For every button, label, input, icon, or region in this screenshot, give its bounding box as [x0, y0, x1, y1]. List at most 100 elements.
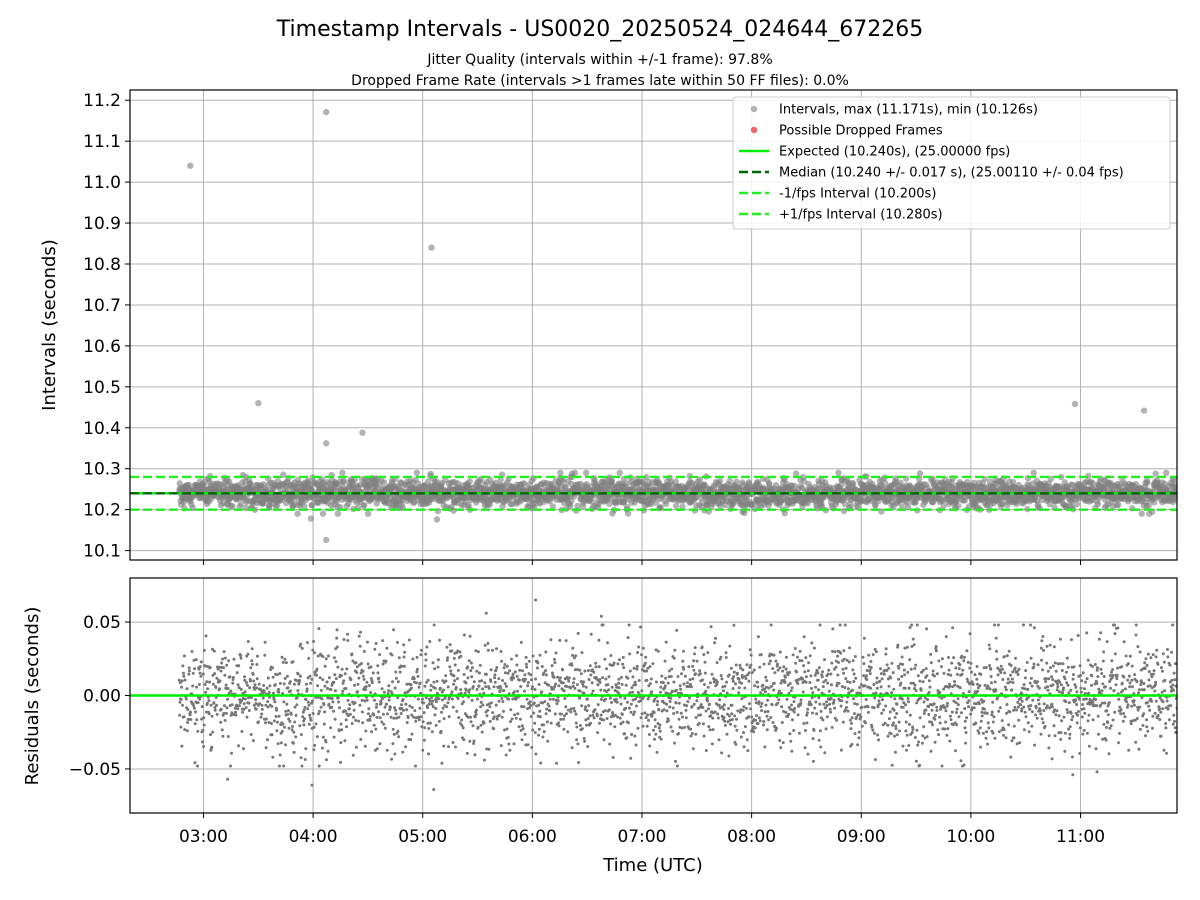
- data-point: [334, 510, 342, 517]
- data-point: [456, 668, 460, 672]
- data-point: [674, 688, 678, 692]
- data-point: [598, 680, 602, 684]
- data-point: [497, 677, 501, 681]
- data-point: [401, 708, 405, 712]
- data-point: [679, 687, 683, 691]
- data-point: [513, 713, 517, 717]
- data-point: [669, 725, 673, 729]
- data-point: [710, 742, 714, 746]
- data-point: [485, 714, 489, 718]
- data-point: [592, 716, 596, 720]
- data-point: [430, 730, 434, 734]
- data-point: [720, 751, 724, 755]
- data-point: [672, 478, 679, 485]
- data-point: [692, 668, 696, 672]
- data-point: [366, 712, 370, 716]
- data-point: [654, 680, 658, 684]
- data-point: [688, 696, 691, 700]
- data-point: [456, 697, 460, 700]
- data-point: [704, 749, 708, 752]
- data-point: [298, 724, 302, 728]
- data-point: [524, 677, 527, 681]
- data-point: [521, 669, 525, 673]
- data-point: [292, 730, 296, 734]
- y-tick-label: 10.9: [83, 214, 121, 234]
- data-point: [511, 697, 515, 701]
- data-point: [626, 636, 630, 640]
- data-point: [378, 742, 382, 746]
- data-point: [314, 722, 318, 726]
- data-point: [916, 470, 924, 477]
- data-point: [557, 724, 561, 728]
- data-point: [621, 720, 625, 724]
- data-point: [299, 756, 303, 760]
- data-point: [620, 712, 624, 716]
- data-point: [246, 640, 250, 643]
- data-point: [285, 702, 289, 706]
- data-point: [348, 712, 352, 716]
- data-point: [232, 657, 236, 661]
- data-point: [488, 719, 492, 723]
- data-point: [291, 660, 295, 664]
- data-point: [373, 698, 376, 702]
- data-point: [619, 702, 623, 706]
- data-point: [630, 686, 634, 690]
- data-point: [205, 701, 209, 705]
- data-point: [275, 673, 279, 677]
- data-point: [462, 738, 466, 742]
- data-point: [247, 701, 251, 705]
- data-point: [436, 658, 440, 662]
- data-point: [388, 706, 392, 709]
- data-point: [422, 701, 426, 705]
- data-point: [481, 703, 485, 707]
- data-point: [669, 696, 673, 700]
- data-point: [601, 676, 605, 680]
- data-point: [265, 738, 269, 742]
- data-point: [415, 655, 419, 659]
- data-point: [305, 687, 309, 691]
- data-point: [573, 668, 577, 672]
- data-point: [599, 688, 603, 692]
- data-point: [425, 680, 429, 684]
- data-point: [313, 743, 317, 747]
- data-point: [302, 719, 306, 723]
- data-point: [609, 654, 613, 657]
- data-point: [271, 755, 275, 759]
- data-point: [339, 760, 342, 764]
- data-point: [614, 683, 618, 687]
- data-point: [515, 654, 519, 658]
- data-point: [364, 685, 368, 689]
- y-tick-label: 10.2: [83, 501, 121, 521]
- data-point: [249, 679, 252, 683]
- data-point: [428, 721, 432, 725]
- outlier-point: [255, 400, 262, 407]
- data-point: [283, 677, 287, 680]
- data-point: [664, 640, 668, 644]
- data-point: [239, 687, 243, 691]
- data-point: [384, 659, 388, 663]
- data-point: [466, 478, 473, 485]
- subtitle-jitter: Jitter Quality (intervals within +/-1 fr…: [426, 52, 772, 68]
- data-point: [500, 659, 504, 663]
- outlier-point: [428, 244, 435, 251]
- data-point: [469, 715, 472, 719]
- data-point: [380, 687, 384, 691]
- data-point: [284, 743, 287, 747]
- data-point: [479, 705, 483, 709]
- data-point: [483, 758, 486, 762]
- data-point: [463, 712, 467, 716]
- data-point: [401, 698, 405, 701]
- data-point: [287, 717, 291, 721]
- data-point: [703, 671, 707, 675]
- y-tick-label: 10.1: [83, 542, 121, 562]
- data-point: [721, 705, 724, 709]
- data-point: [589, 673, 593, 677]
- data-point: [501, 700, 505, 704]
- data-point: [624, 683, 628, 687]
- data-point: [230, 751, 233, 755]
- data-point: [463, 691, 467, 695]
- data-point: [624, 510, 632, 517]
- data-point: [288, 680, 292, 684]
- data-point: [372, 723, 376, 727]
- data-point: [218, 679, 222, 683]
